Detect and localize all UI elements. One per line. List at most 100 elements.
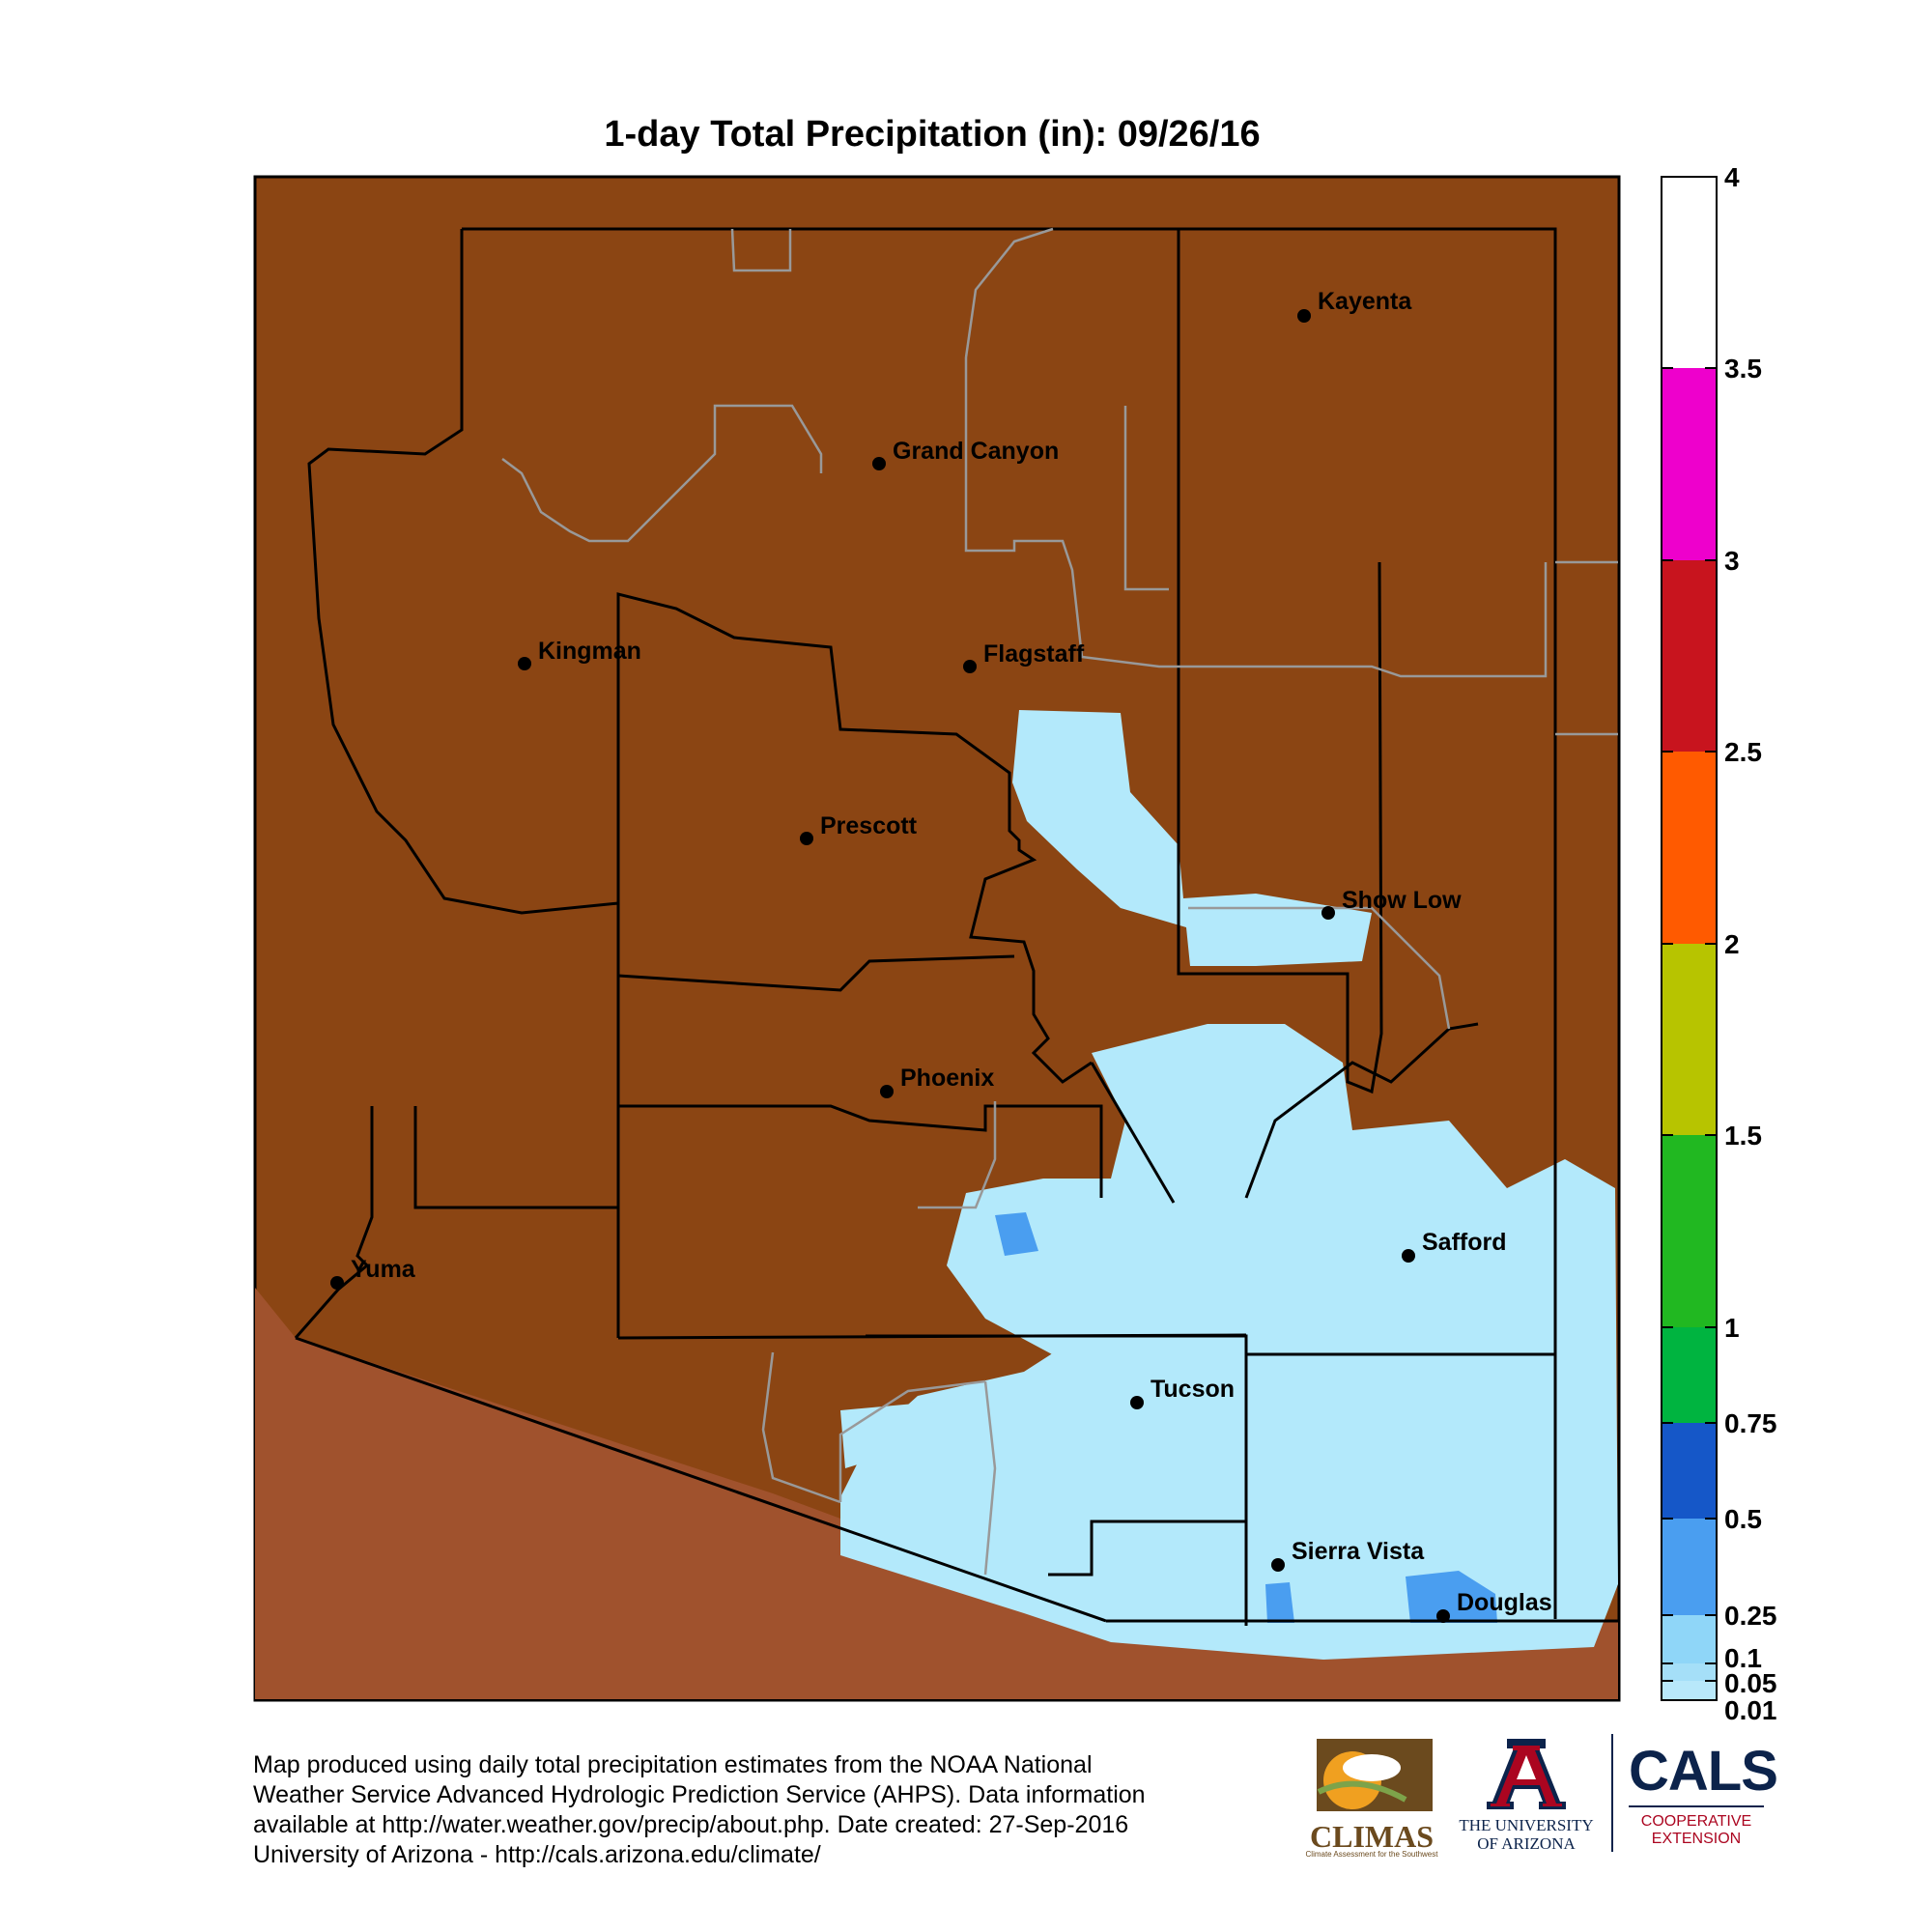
city-yuma: Yuma — [330, 1256, 416, 1290]
city-label: Safford — [1422, 1229, 1507, 1256]
city-sierra-vista: Sierra Vista — [1271, 1538, 1425, 1572]
city-label: Kingman — [538, 638, 641, 665]
colorbar-band — [1662, 1663, 1717, 1681]
precip-area-east — [840, 1024, 1618, 1660]
footer-note: Map produced using daily total precipita… — [253, 1750, 1296, 1870]
boundary-line — [983, 1380, 997, 1576]
county-line — [1090, 1062, 1176, 1204]
colorbar-tick-label: 0.05 — [1724, 1668, 1777, 1698]
colorbar-tick-label: 0.1 — [1724, 1643, 1762, 1673]
ua-line-1: THE UNIVERSITY — [1459, 1816, 1594, 1834]
footer-line: Map produced using daily total precipita… — [253, 1751, 1093, 1778]
colorbar-band — [1662, 944, 1717, 1135]
precip-areas — [840, 710, 1618, 1660]
precip-area-douglas-blue — [1406, 1571, 1497, 1623]
county-line — [616, 592, 1093, 1084]
colorbar-band — [1662, 560, 1717, 752]
cals-divider — [1611, 1734, 1613, 1852]
boundary-line — [1123, 406, 1169, 591]
colorbar-tick-label: 2 — [1724, 929, 1740, 959]
city-douglas: Douglas — [1436, 1589, 1552, 1623]
footer-line: Weather Service Advanced Hydrologic Pred… — [253, 1781, 1146, 1808]
colorbar-band — [1662, 1423, 1717, 1519]
colorbar-band — [1662, 1327, 1717, 1423]
colorbar-tick-label: 0.5 — [1724, 1504, 1762, 1534]
cals-sub-1: COOPERATIVE — [1640, 1813, 1752, 1830]
county-line — [413, 1106, 618, 1209]
mexico-region — [255, 1288, 1618, 1699]
city-label: Tucson — [1151, 1376, 1235, 1403]
city-prescott: Prescott — [800, 812, 918, 845]
block-a-icon — [1487, 1739, 1566, 1809]
boundary-line — [1188, 906, 1451, 1030]
boundary-line — [918, 1101, 997, 1209]
city-label: Douglas — [1457, 1589, 1552, 1616]
cals-rule — [1629, 1805, 1764, 1807]
county-line — [462, 227, 1557, 1619]
colorbar: 4 3.5 3 2.5 2 1.5 1 0.75 0.5 0.25 0.10.050.01 — [1661, 162, 1777, 1725]
university-of-arizona-logo: THE UNIVERSITY OF ARIZONA — [1454, 1734, 1599, 1860]
county-lines — [294, 227, 1618, 1626]
land-boundaries — [501, 227, 1618, 1576]
climas-tagline: Climate Assessment for the Southwest — [1305, 1850, 1438, 1859]
colorbar-band — [1662, 752, 1717, 944]
colorbar-tick-label: 0.25 — [1724, 1601, 1777, 1631]
boundary-line — [964, 227, 1054, 358]
city-label: Prescott — [820, 812, 918, 839]
city-label: Yuma — [351, 1256, 416, 1283]
county-line — [618, 1104, 1103, 1198]
colorbar-frame — [1661, 176, 1718, 1701]
cals-sub-2: EXTENSION — [1651, 1831, 1742, 1847]
boundary-line — [501, 404, 823, 543]
county-line — [294, 1106, 374, 1339]
city-grand-canyon: Grand Canyon — [872, 438, 1059, 470]
boundary-line — [761, 1351, 841, 1504]
city-flagstaff: Flagstaff — [963, 640, 1085, 673]
city-kayenta: Kayenta — [1297, 288, 1412, 323]
city-kingman: Kingman — [518, 638, 641, 670]
colorbar-band — [1662, 1519, 1717, 1615]
footer-line: available at http://water.weather.gov/pr… — [253, 1811, 1129, 1838]
climas-emblem-icon — [1317, 1739, 1433, 1811]
city-label: Phoenix — [900, 1065, 994, 1092]
city-markers: Kayenta Grand Canyon Kingman Flagstaff P… — [330, 288, 1552, 1623]
boundary-line — [964, 357, 1548, 678]
cals-wordmark: CALS — [1629, 1740, 1778, 1803]
colorbar-tick-label: 2.5 — [1724, 737, 1762, 767]
county-line — [1048, 1520, 1246, 1577]
colorbar-band — [1662, 368, 1717, 560]
boundary-line — [838, 1379, 986, 1502]
boundary-line — [730, 228, 792, 272]
county-line — [1244, 1022, 1479, 1199]
colorbar-tick-label: 0.75 — [1724, 1408, 1777, 1438]
colorbar-band — [1662, 1135, 1717, 1327]
colorbar-tick-label: 0.01 — [1724, 1695, 1777, 1725]
precip-area-south-west — [840, 1401, 956, 1468]
precip-area-north — [1012, 710, 1372, 966]
city-label: Kayenta — [1318, 288, 1412, 315]
city-phoenix: Phoenix — [880, 1065, 994, 1098]
city-label: Show Low — [1342, 887, 1462, 914]
footer-line: University of Arizona - http://cals.ariz… — [253, 1841, 821, 1868]
colorbar-band — [1662, 1615, 1717, 1663]
county-line — [307, 229, 620, 976]
colorbar-tick-label: 4 — [1724, 162, 1740, 192]
precip-area-phoenix-blue — [995, 1212, 1038, 1256]
colorbar-tick-label: 1 — [1724, 1313, 1740, 1343]
city-show-low: Show Low — [1321, 887, 1462, 920]
climas-wordmark: CLIMAS — [1309, 1819, 1434, 1854]
precip-area-sierra-blue — [1265, 1582, 1294, 1623]
climas-logo: CLIMAS Climate Assessment for the Southw… — [1299, 1734, 1444, 1860]
county-line — [295, 1336, 1107, 1623]
colorbar-band — [1662, 1681, 1717, 1700]
map-title: 1-day Total Precipitation (in): 09/26/16 — [604, 114, 1261, 155]
colorbar-tick-label: 3 — [1724, 546, 1740, 576]
city-safford: Safford — [1402, 1229, 1507, 1263]
city-label: Sierra Vista — [1292, 1538, 1425, 1565]
city-tucson: Tucson — [1130, 1376, 1235, 1409]
county-line — [617, 954, 1015, 992]
colorbar-tick-label: 1.5 — [1724, 1121, 1762, 1151]
county-line — [617, 1333, 1247, 1340]
colorbar-tick-label: 3.5 — [1724, 354, 1762, 384]
city-label: Flagstaff — [983, 640, 1085, 668]
